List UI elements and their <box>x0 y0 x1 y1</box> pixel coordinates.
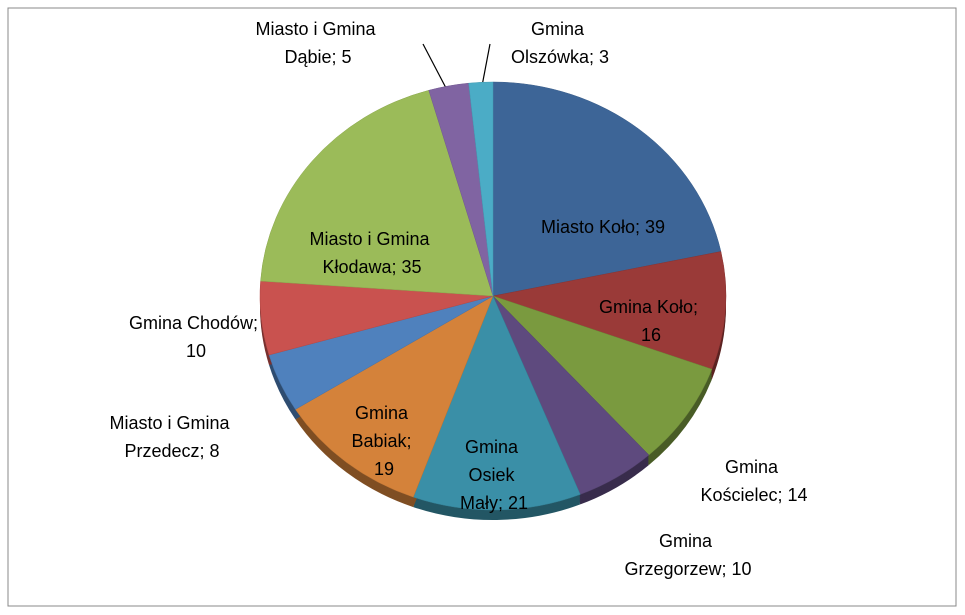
data-label-line: Miasto i Gmina <box>255 19 380 39</box>
data-label-line: Gmina <box>659 531 717 551</box>
data-label-line: Miasto i Gmina <box>109 413 234 433</box>
data-label-line: Przedecz; 8 <box>124 441 219 461</box>
data-label-line: Olszówka; 3 <box>511 47 609 67</box>
data-label-line: Kłodawa; 35 <box>322 257 421 277</box>
data-label-line: Gmina <box>355 403 413 423</box>
data-label: Gmina Osiek Mały; 21 <box>460 437 528 513</box>
data-label: Gmina Olszówka; 3 <box>511 19 609 67</box>
data-label: Gmina Koło; 16 <box>599 297 703 345</box>
data-label-line: Miasto Koło; 39 <box>541 217 665 237</box>
data-label: Gmina Kościelec; 14 <box>700 457 807 505</box>
data-label-line: Babiak; <box>351 431 416 451</box>
data-label-line: Osiek <box>468 465 519 485</box>
data-label: Gmina Grzegorzew; 10 <box>624 531 751 579</box>
data-label: Gmina Babiak; 19 <box>351 403 416 479</box>
data-label-line: 19 <box>374 459 394 479</box>
data-label-line: Gmina Chodów; <box>129 313 263 333</box>
pie-slice <box>412 295 581 511</box>
pie-slice <box>492 295 713 456</box>
data-label-line: Gmina <box>465 437 523 457</box>
data-label-line: Miasto i Gmina <box>309 229 434 249</box>
data-label: Miasto i Gmina Dąbie; 5 <box>255 19 380 67</box>
data-label-line: Grzegorzew; 10 <box>624 559 751 579</box>
data-label-line: Gmina <box>725 457 783 477</box>
data-label-line: 10 <box>186 341 206 361</box>
data-label-line: 16 <box>641 325 661 345</box>
pie-slice <box>295 295 494 498</box>
pie-slice <box>260 89 494 297</box>
data-label-line: Dąbie; 5 <box>284 47 351 67</box>
data-label: Miasto i Gmina Kłodawa; 35 <box>309 229 434 277</box>
data-label-line: Gmina Koło; <box>599 297 703 317</box>
pie-slice <box>492 251 727 370</box>
leader-line <box>481 43 491 87</box>
pie-slice <box>492 81 722 297</box>
data-label-line: Kościelec; 14 <box>700 485 807 505</box>
data-label-line: Gmina <box>531 19 589 39</box>
data-label: Miasto Koło; 39 <box>541 217 665 237</box>
data-label-line: Mały; 21 <box>460 493 528 513</box>
data-label: Miasto i Gmina Przedecz; 8 <box>109 413 234 461</box>
leader-line <box>422 43 447 89</box>
pie-slice <box>468 81 494 297</box>
data-label: Gmina Chodów; 10 <box>129 313 263 361</box>
